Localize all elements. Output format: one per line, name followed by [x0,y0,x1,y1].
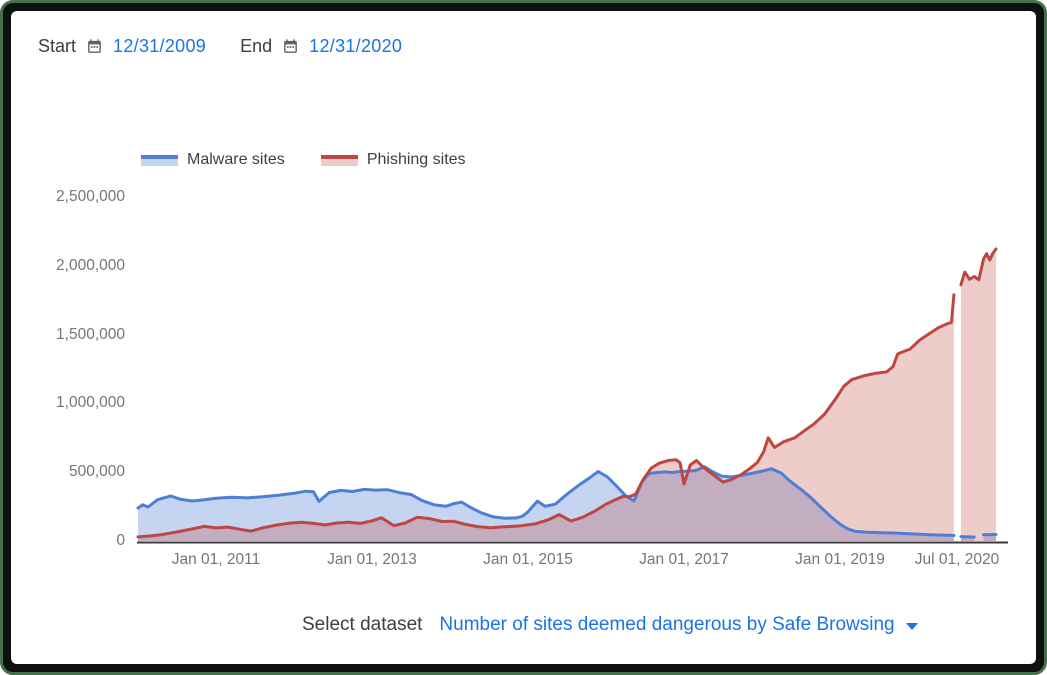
malware-swatch [141,154,178,166]
x-tick-label: Jul 01, 2020 [914,551,1000,568]
y-tick-label: 2,000,000 [56,256,125,274]
x-tick-label: Jan 01, 2019 [795,551,885,568]
area-phishing-sites [960,249,996,541]
y-tick-label: 1,000,000 [56,394,125,412]
start-date-input[interactable]: 12/31/2009 [113,36,207,56]
dropdown-caret-icon [905,622,918,630]
start-label: Start [38,36,77,56]
x-tick-label: Jan 01, 2015 [483,551,573,568]
dataset-dropdown-value[interactable]: Number of sites deemed dangerous by Safe… [439,614,895,635]
calendar-icon[interactable] [86,38,103,55]
safe-browsing-area-chart[interactable] [11,11,1036,664]
dataset-selector-row: Select dataset Number of sites deemed da… [302,614,918,636]
x-tick-label: Jan 01, 2011 [171,551,261,568]
line-malware-sites[interactable] [136,465,956,537]
area-phishing-sites [138,294,954,541]
end-label: End [240,36,273,56]
chart-legend: Malware sites Phishing sites [141,151,466,169]
legend-label-malware: Malware sites [187,151,285,168]
y-tick-label: 0 [116,532,125,549]
x-tick-label: Jan 01, 2013 [327,551,417,568]
line-phishing-sites[interactable] [136,293,956,539]
y-tick-label: 1,500,000 [56,325,125,343]
y-tick-label: 500,000 [68,463,125,481]
select-dataset-label: Select dataset [302,614,423,635]
end-date-input[interactable]: 12/31/2020 [309,36,403,56]
x-tick-label: Jan 01, 2017 [639,551,729,568]
legend-item-malware: Malware sites [141,151,285,169]
calendar-icon[interactable] [282,38,299,55]
date-range-controls: Start 12/31/2009 End [38,36,402,57]
phishing-swatch [320,154,358,166]
safe-browsing-report-card: Start 12/31/2009 End [11,11,1036,664]
line-phishing-sites[interactable] [959,247,998,287]
end-date-control: End 12/31/2020 [240,36,402,57]
legend-item-phishing: Phishing sites [320,151,466,169]
line-malware-sites[interactable] [959,535,976,539]
y-tick-label: 2,500,000 [56,188,125,205]
start-date-control: Start 12/31/2009 [38,36,206,57]
dataset-dropdown[interactable]: Number of sites deemed dangerous by Safe… [439,614,918,636]
legend-label-phishing: Phishing sites [366,151,466,168]
